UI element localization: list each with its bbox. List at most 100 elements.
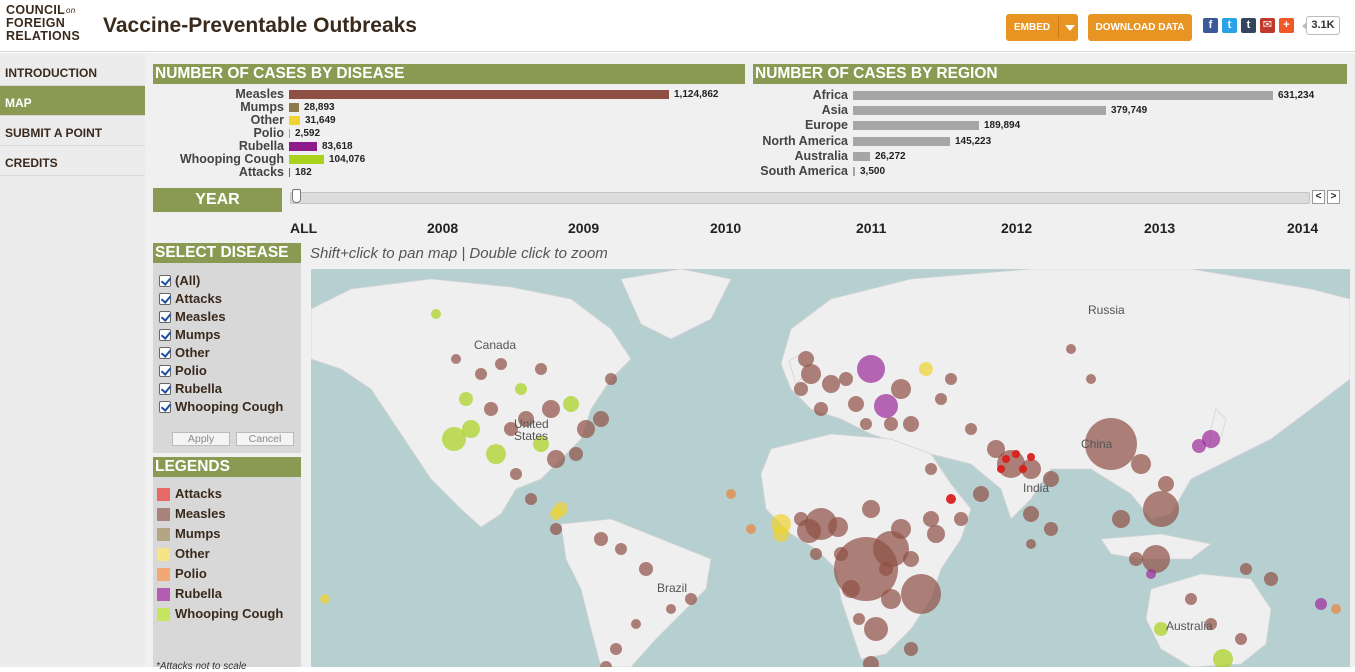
outbreak-marker-whooping[interactable] xyxy=(459,392,473,406)
outbreak-marker-measles[interactable] xyxy=(860,418,872,430)
embed-button[interactable]: EMBED xyxy=(1006,14,1078,41)
outbreak-marker-measles[interactable] xyxy=(891,379,911,399)
bar[interactable] xyxy=(289,142,317,151)
chevron-down-icon[interactable] xyxy=(1065,25,1075,31)
bar[interactable] xyxy=(853,121,979,131)
outbreak-marker-measles[interactable] xyxy=(569,447,583,461)
outbreak-marker-measles[interactable] xyxy=(1129,552,1143,566)
outbreak-marker-whooping[interactable] xyxy=(486,444,506,464)
outbreak-marker-measles[interactable] xyxy=(901,574,941,614)
bar[interactable] xyxy=(853,106,1106,116)
outbreak-marker-measles[interactable] xyxy=(535,363,547,375)
outbreak-marker-rubella[interactable] xyxy=(874,394,898,418)
slider-prev-button[interactable]: < xyxy=(1312,190,1325,204)
outbreak-marker-measles[interactable] xyxy=(814,402,828,416)
year-tick-2014[interactable]: 2014 xyxy=(1287,220,1319,236)
outbreak-marker-measles[interactable] xyxy=(853,613,865,625)
outbreak-marker-measles[interactable] xyxy=(1023,506,1039,522)
outbreak-marker-whooping[interactable] xyxy=(515,383,527,395)
tumblr-icon[interactable]: t xyxy=(1241,18,1256,33)
outbreak-marker-measles[interactable] xyxy=(965,423,977,435)
outbreak-marker-measles[interactable] xyxy=(1131,454,1151,474)
outbreak-marker-measles[interactable] xyxy=(864,617,888,641)
outbreak-marker-measles[interactable] xyxy=(610,643,622,655)
outbreak-marker-measles[interactable] xyxy=(945,373,957,385)
outbreak-marker-measles[interactable] xyxy=(842,580,860,598)
outbreak-marker-whooping[interactable] xyxy=(442,427,466,451)
outbreak-marker-measles[interactable] xyxy=(848,396,864,412)
checkbox-checked-icon[interactable] xyxy=(159,347,171,359)
outbreak-marker-measles[interactable] xyxy=(839,372,853,386)
outbreak-marker-measles[interactable] xyxy=(879,562,893,576)
outbreak-marker-polio[interactable] xyxy=(746,524,756,534)
outbreak-marker-measles[interactable] xyxy=(639,562,653,576)
outbreak-marker-measles[interactable] xyxy=(987,440,1005,458)
outbreak-marker-measles[interactable] xyxy=(631,619,641,629)
bar[interactable] xyxy=(853,136,950,146)
nav-item-introduction[interactable]: INTRODUCTION xyxy=(0,56,145,86)
outbreak-marker-whooping[interactable] xyxy=(533,436,549,452)
outbreak-marker-other[interactable] xyxy=(773,526,789,542)
outbreak-marker-measles[interactable] xyxy=(600,661,612,667)
checkbox-checked-icon[interactable] xyxy=(159,401,171,413)
year-tick-2012[interactable]: 2012 xyxy=(1001,220,1033,236)
outbreak-marker-measles[interactable] xyxy=(504,422,518,436)
year-slider-handle[interactable] xyxy=(292,189,301,203)
outbreak-marker-measles[interactable] xyxy=(798,351,814,367)
outbreak-marker-measles[interactable] xyxy=(1235,633,1247,645)
checkbox-checked-icon[interactable] xyxy=(159,293,171,305)
apply-button[interactable]: Apply xyxy=(172,432,230,446)
outbreak-marker-measles[interactable] xyxy=(1026,539,1036,549)
outbreak-marker-measles[interactable] xyxy=(801,364,821,384)
outbreak-marker-measles[interactable] xyxy=(925,463,937,475)
outbreak-marker-measles[interactable] xyxy=(605,373,617,385)
outbreak-marker-measles[interactable] xyxy=(828,517,848,537)
outbreak-marker-measles[interactable] xyxy=(1021,459,1041,479)
outbreak-marker-attacks[interactable] xyxy=(997,465,1005,473)
outbreak-marker-rubella[interactable] xyxy=(1202,430,1220,448)
outbreak-marker-measles[interactable] xyxy=(891,519,911,539)
year-tick-2008[interactable]: 2008 xyxy=(427,220,459,236)
outbreak-marker-measles[interactable] xyxy=(1143,491,1179,527)
outbreak-marker-measles[interactable] xyxy=(923,511,939,527)
outbreak-map[interactable]: Canada Russia United States India China … xyxy=(311,269,1350,667)
outbreak-marker-rubella[interactable] xyxy=(1192,439,1206,453)
checkbox-checked-icon[interactable] xyxy=(159,329,171,341)
outbreak-marker-measles[interactable] xyxy=(1185,593,1197,605)
outbreak-marker-whooping[interactable] xyxy=(563,396,579,412)
outbreak-marker-other[interactable] xyxy=(550,508,562,520)
outbreak-marker-measles[interactable] xyxy=(451,354,461,364)
outbreak-marker-measles[interactable] xyxy=(475,368,487,380)
outbreak-marker-measles[interactable] xyxy=(1044,522,1058,536)
outbreak-marker-whooping[interactable] xyxy=(1213,649,1233,667)
outbreak-marker-measles[interactable] xyxy=(495,358,507,370)
outbreak-marker-measles[interactable] xyxy=(1086,374,1096,384)
outbreak-marker-polio[interactable] xyxy=(1331,604,1341,614)
outbreak-marker-measles[interactable] xyxy=(518,411,534,427)
outbreak-marker-attacks[interactable] xyxy=(946,494,956,504)
download-data-button[interactable]: DOWNLOAD DATA xyxy=(1088,14,1192,41)
bar[interactable] xyxy=(289,103,299,112)
outbreak-marker-measles[interactable] xyxy=(1066,344,1076,354)
outbreak-marker-measles[interactable] xyxy=(1112,510,1130,528)
outbreak-marker-measles[interactable] xyxy=(822,375,840,393)
outbreak-marker-measles[interactable] xyxy=(862,500,880,518)
outbreak-marker-measles[interactable] xyxy=(935,393,947,405)
outbreak-marker-measles[interactable] xyxy=(794,512,808,526)
outbreak-marker-measles[interactable] xyxy=(1158,476,1174,492)
outbreak-marker-polio[interactable] xyxy=(726,489,736,499)
checkbox-checked-icon[interactable] xyxy=(159,383,171,395)
outbreak-marker-measles[interactable] xyxy=(903,416,919,432)
outbreak-marker-measles[interactable] xyxy=(873,531,909,567)
outbreak-marker-measles[interactable] xyxy=(954,512,968,526)
outbreak-marker-measles[interactable] xyxy=(881,589,901,609)
bar[interactable] xyxy=(853,167,855,176)
email-icon[interactable]: ✉ xyxy=(1260,18,1275,33)
bar[interactable] xyxy=(289,116,300,125)
outbreak-marker-measles[interactable] xyxy=(1264,572,1278,586)
outbreak-marker-other[interactable] xyxy=(919,362,933,376)
cancel-button[interactable]: Cancel xyxy=(236,432,294,446)
bar[interactable] xyxy=(289,90,669,99)
bar[interactable] xyxy=(853,91,1273,100)
outbreak-marker-measles[interactable] xyxy=(1043,471,1059,487)
